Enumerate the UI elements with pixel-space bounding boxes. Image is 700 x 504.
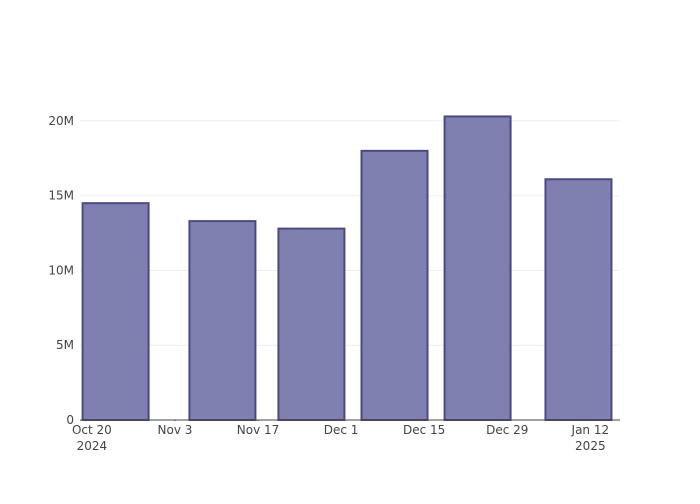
x-tick-label: Dec 1 bbox=[324, 423, 359, 437]
y-tick-label: 5M bbox=[56, 338, 74, 352]
bar bbox=[188, 220, 257, 421]
y-tick-label: 0 bbox=[66, 413, 74, 427]
x-tick-label: Nov 3 bbox=[158, 423, 193, 437]
x-tick-label: 2024 bbox=[77, 439, 108, 453]
y-tick-label: 10M bbox=[48, 263, 74, 277]
y-tick-label: 20M bbox=[48, 114, 74, 128]
x-tick-label: Dec 15 bbox=[403, 423, 445, 437]
x-tick-label: Nov 17 bbox=[237, 423, 280, 437]
x-tick-label: Oct 20 bbox=[72, 423, 112, 437]
bar bbox=[544, 178, 613, 421]
bar bbox=[81, 202, 150, 421]
x-tick-label: 2025 bbox=[575, 439, 606, 453]
x-tick-label: Dec 29 bbox=[486, 423, 528, 437]
bar bbox=[277, 227, 346, 421]
bar bbox=[443, 115, 512, 421]
bar bbox=[360, 149, 429, 421]
x-tick-label: Jan 12 bbox=[571, 423, 610, 437]
y-tick-label: 15M bbox=[48, 189, 74, 203]
